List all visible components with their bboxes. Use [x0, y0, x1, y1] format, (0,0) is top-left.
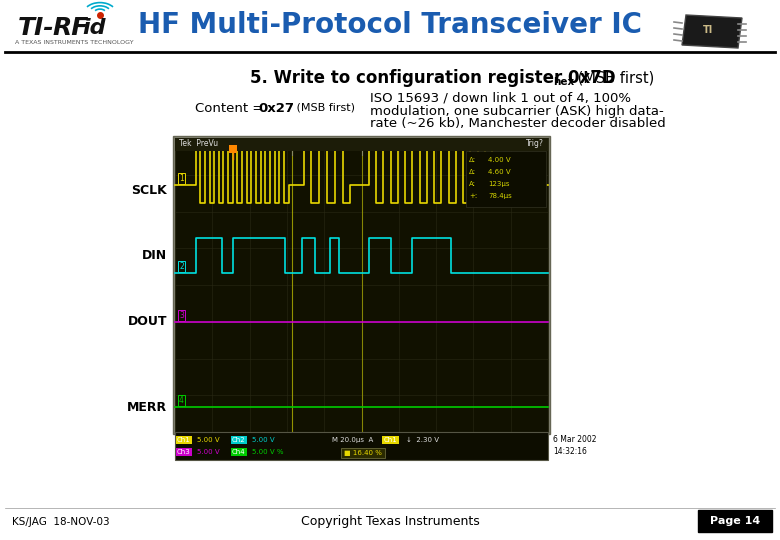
Text: 0x27: 0x27: [258, 102, 294, 114]
Text: TI-: TI-: [18, 16, 55, 40]
Polygon shape: [682, 15, 742, 48]
Text: 6 Mar 2002: 6 Mar 2002: [553, 435, 597, 444]
Text: Ch1: Ch1: [384, 437, 398, 443]
Text: Ch1: Ch1: [177, 437, 191, 443]
Text: SCLK: SCLK: [131, 184, 167, 197]
Text: HF Multi-Protocol Transceiver IC: HF Multi-Protocol Transceiver IC: [138, 11, 642, 39]
Text: 4: 4: [179, 396, 184, 405]
Text: 4.60 V: 4.60 V: [488, 169, 511, 175]
Text: ■ 16.40 %: ■ 16.40 %: [345, 450, 382, 456]
Text: 1: 1: [179, 174, 184, 183]
Bar: [342, 448, 385, 458]
Text: RF: RF: [52, 16, 88, 40]
Text: Page 14: Page 14: [710, 516, 760, 526]
Text: id: id: [82, 18, 105, 38]
Text: 4.00 V: 4.00 V: [488, 157, 511, 163]
Text: Tek  PreVu: Tek PreVu: [179, 139, 218, 148]
Text: TI: TI: [703, 25, 713, 35]
Text: MERR: MERR: [127, 401, 167, 414]
Text: DOUT: DOUT: [127, 315, 167, 328]
Bar: [466, 151, 546, 207]
Text: KS/JAG  18-NOV-03: KS/JAG 18-NOV-03: [12, 517, 110, 527]
Text: 78.4μs: 78.4μs: [488, 193, 512, 199]
Text: 14:32:16: 14:32:16: [553, 448, 587, 456]
Bar: [175, 432, 548, 460]
Text: (MSB first): (MSB first): [293, 103, 355, 113]
Text: A TEXAS INSTRUMENTS TECHNOLOGY: A TEXAS INSTRUMENTS TECHNOLOGY: [15, 40, 133, 45]
Text: modulation, one subcarrier (ASK) high data-: modulation, one subcarrier (ASK) high da…: [370, 105, 664, 118]
Bar: [175, 138, 548, 151]
Text: 5. Write to configuration register 0x7D: 5. Write to configuration register 0x7D: [250, 69, 615, 87]
Text: ISO 15693 / down link 1 out of 4, 100%: ISO 15693 / down link 1 out of 4, 100%: [370, 91, 631, 105]
Text: Copyright Texas Instruments: Copyright Texas Instruments: [300, 516, 480, 529]
Text: rate (~26 kb), Manchester decoder disabled: rate (~26 kb), Manchester decoder disabl…: [370, 118, 666, 131]
Text: 5.00 V: 5.00 V: [197, 437, 220, 443]
Text: 5.00 V %: 5.00 V %: [252, 449, 283, 455]
Text: 123μs: 123μs: [488, 181, 509, 187]
Text: Δ:: Δ:: [469, 157, 476, 163]
Bar: [229, 145, 237, 153]
Text: 2: 2: [179, 262, 184, 271]
Text: ↓  2.30 V: ↓ 2.30 V: [406, 437, 439, 443]
Text: Ch3: Ch3: [177, 449, 191, 455]
Text: M 20.0μs  A: M 20.0μs A: [332, 437, 373, 443]
Bar: [698, 510, 772, 532]
Text: Content =: Content =: [195, 102, 268, 114]
Text: 5.00 V: 5.00 V: [252, 437, 275, 443]
Bar: [173, 136, 550, 434]
Text: Ch2: Ch2: [232, 437, 246, 443]
Text: Ch4: Ch4: [232, 449, 246, 455]
Text: DIN: DIN: [142, 249, 167, 262]
Text: Δ:: Δ:: [469, 169, 476, 175]
Text: Trig?: Trig?: [526, 139, 544, 148]
Text: 5.00 V: 5.00 V: [197, 449, 220, 455]
Text: A:: A:: [469, 181, 476, 187]
Text: 3: 3: [179, 310, 184, 320]
Bar: [175, 138, 548, 432]
Text: +:: +:: [469, 193, 477, 199]
Text: (MSB first): (MSB first): [573, 71, 654, 85]
Text: hex: hex: [553, 77, 574, 87]
